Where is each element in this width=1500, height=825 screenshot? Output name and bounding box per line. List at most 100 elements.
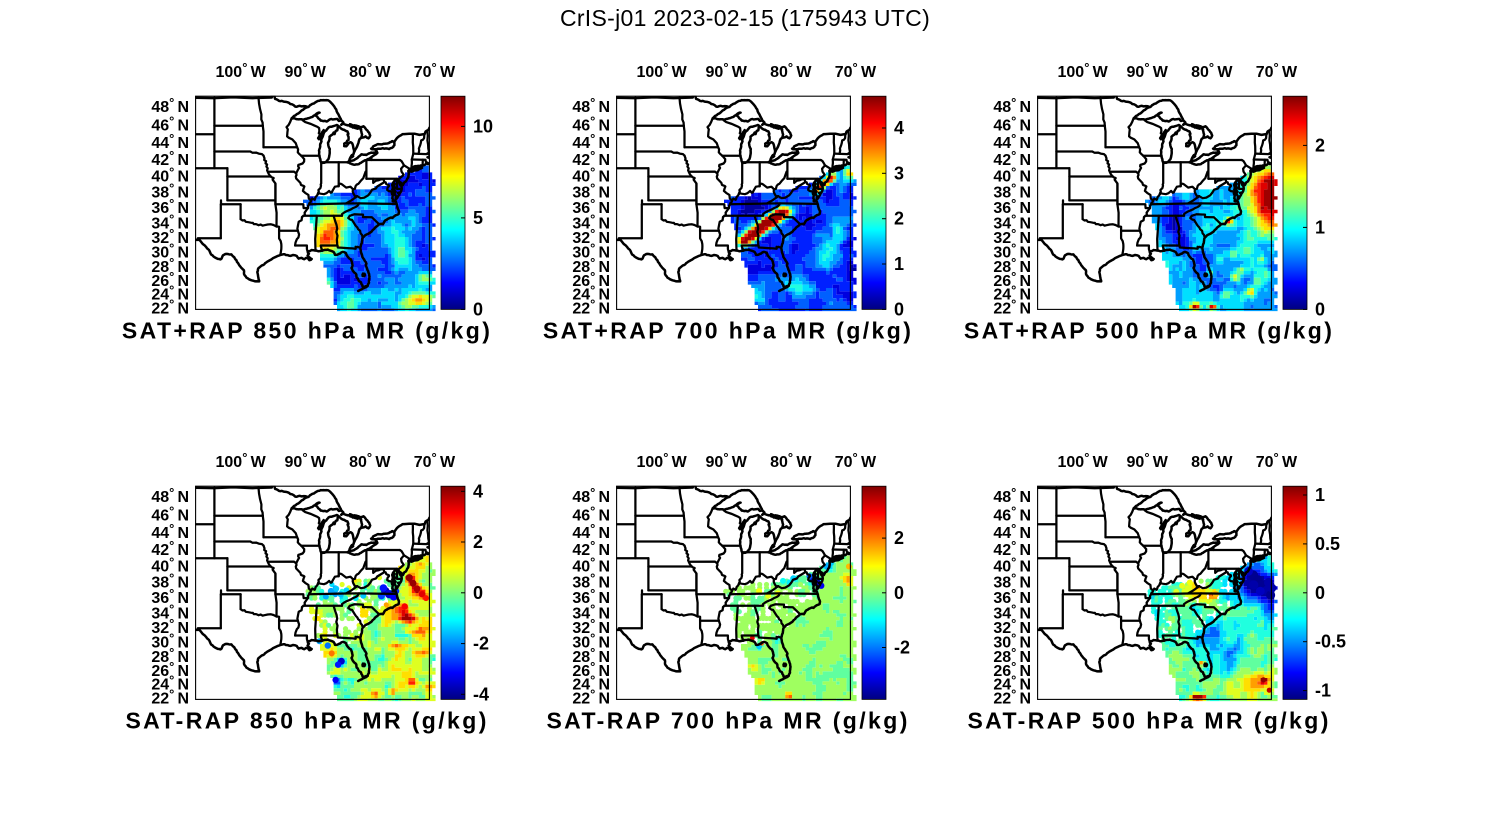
svg-text:30° N: 30° N <box>572 241 610 262</box>
svg-text:28° N: 28° N <box>993 255 1031 276</box>
svg-text:30° N: 30° N <box>993 241 1031 262</box>
svg-text:46° N: 46° N <box>572 503 610 524</box>
svg-text:22° N: 22° N <box>993 686 1031 707</box>
svg-text:44° N: 44° N <box>572 131 610 152</box>
svg-text:26° N: 26° N <box>993 659 1031 680</box>
svg-text:-4: -4 <box>473 684 489 704</box>
svg-text:44° N: 44° N <box>993 131 1031 152</box>
svg-text:0: 0 <box>1315 299 1325 319</box>
svg-text:SAT-RAP 500 hPa MR (g/kg): SAT-RAP 500 hPa MR (g/kg) <box>967 707 1330 733</box>
svg-text:100° W: 100° W <box>215 450 266 471</box>
svg-text:36° N: 36° N <box>572 196 610 217</box>
svg-text:0: 0 <box>1315 583 1325 603</box>
svg-text:42° N: 42° N <box>993 538 1031 559</box>
svg-text:48° N: 48° N <box>151 485 189 506</box>
svg-text:34° N: 34° N <box>993 601 1031 622</box>
svg-text:46° N: 46° N <box>151 503 189 524</box>
svg-text:40° N: 40° N <box>993 555 1031 576</box>
svg-text:28° N: 28° N <box>151 255 189 276</box>
svg-text:44° N: 44° N <box>572 521 610 542</box>
svg-text:48° N: 48° N <box>993 95 1031 116</box>
svg-text:38° N: 38° N <box>993 181 1031 202</box>
svg-text:32° N: 32° N <box>993 226 1031 247</box>
svg-text:70° W: 70° W <box>835 60 877 81</box>
svg-text:90° W: 90° W <box>1127 450 1169 471</box>
svg-text:70° W: 70° W <box>414 60 456 81</box>
svg-text:22° N: 22° N <box>993 296 1031 317</box>
svg-text:40° N: 40° N <box>993 165 1031 186</box>
svg-text:SAT+RAP 500 hPa MR (g/kg): SAT+RAP 500 hPa MR (g/kg) <box>964 317 1334 343</box>
svg-text:4: 4 <box>473 481 483 501</box>
svg-text:0: 0 <box>473 299 483 319</box>
svg-text:38° N: 38° N <box>572 571 610 592</box>
svg-text:48° N: 48° N <box>151 95 189 116</box>
svg-text:34° N: 34° N <box>151 601 189 622</box>
svg-text:24° N: 24° N <box>993 283 1031 304</box>
svg-text:46° N: 46° N <box>993 113 1031 134</box>
svg-text:48° N: 48° N <box>993 485 1031 506</box>
svg-text:38° N: 38° N <box>151 181 189 202</box>
svg-text:80° W: 80° W <box>770 450 812 471</box>
svg-text:-2: -2 <box>473 634 489 654</box>
svg-text:2: 2 <box>894 209 904 229</box>
svg-text:-2: -2 <box>894 637 910 657</box>
svg-text:2: 2 <box>1315 135 1325 155</box>
svg-text:28° N: 28° N <box>993 645 1031 666</box>
svg-text:46° N: 46° N <box>572 113 610 134</box>
svg-text:SAT-RAP 700 hPa MR (g/kg): SAT-RAP 700 hPa MR (g/kg) <box>546 707 909 733</box>
svg-text:24° N: 24° N <box>572 673 610 694</box>
svg-text:48° N: 48° N <box>572 485 610 506</box>
svg-text:22° N: 22° N <box>572 686 610 707</box>
svg-text:0.5: 0.5 <box>1315 534 1340 554</box>
svg-text:38° N: 38° N <box>151 571 189 592</box>
svg-text:48° N: 48° N <box>572 95 610 116</box>
svg-text:42° N: 42° N <box>993 148 1031 169</box>
svg-text:5: 5 <box>473 208 483 228</box>
svg-text:26° N: 26° N <box>151 659 189 680</box>
svg-text:22° N: 22° N <box>572 296 610 317</box>
svg-text:100° W: 100° W <box>636 450 687 471</box>
svg-text:SAT-RAP 850 hPa MR (g/kg): SAT-RAP 850 hPa MR (g/kg) <box>125 707 488 733</box>
svg-text:28° N: 28° N <box>151 645 189 666</box>
svg-text:46° N: 46° N <box>151 113 189 134</box>
svg-text:32° N: 32° N <box>572 616 610 637</box>
svg-text:10: 10 <box>473 116 493 136</box>
svg-text:40° N: 40° N <box>151 165 189 186</box>
svg-text:34° N: 34° N <box>151 211 189 232</box>
svg-text:24° N: 24° N <box>572 283 610 304</box>
svg-text:24° N: 24° N <box>151 283 189 304</box>
svg-text:70° W: 70° W <box>414 450 456 471</box>
svg-text:70° W: 70° W <box>1256 450 1298 471</box>
svg-text:90° W: 90° W <box>285 450 327 471</box>
svg-text:80° W: 80° W <box>770 60 812 81</box>
svg-text:26° N: 26° N <box>572 269 610 290</box>
svg-text:90° W: 90° W <box>706 450 748 471</box>
svg-text:26° N: 26° N <box>572 659 610 680</box>
svg-text:90° W: 90° W <box>1127 60 1169 81</box>
svg-text:0: 0 <box>894 299 904 319</box>
svg-text:26° N: 26° N <box>151 269 189 290</box>
svg-text:CrIS-j01 2023-02-15 (175943 UT: CrIS-j01 2023-02-15 (175943 UTC) <box>560 5 930 31</box>
svg-text:44° N: 44° N <box>993 521 1031 542</box>
svg-text:80° W: 80° W <box>349 450 391 471</box>
svg-text:42° N: 42° N <box>572 148 610 169</box>
svg-text:32° N: 32° N <box>151 616 189 637</box>
svg-text:80° W: 80° W <box>1191 450 1233 471</box>
svg-text:100° W: 100° W <box>636 60 687 81</box>
svg-text:28° N: 28° N <box>572 645 610 666</box>
svg-text:32° N: 32° N <box>572 226 610 247</box>
svg-text:36° N: 36° N <box>572 586 610 607</box>
svg-text:36° N: 36° N <box>151 196 189 217</box>
svg-text:4: 4 <box>894 118 904 138</box>
svg-text:30° N: 30° N <box>572 631 610 652</box>
svg-text:30° N: 30° N <box>993 631 1031 652</box>
svg-text:0: 0 <box>473 583 483 603</box>
svg-text:34° N: 34° N <box>993 211 1031 232</box>
svg-text:0: 0 <box>894 583 904 603</box>
svg-text:36° N: 36° N <box>993 196 1031 217</box>
svg-text:44° N: 44° N <box>151 131 189 152</box>
svg-text:1: 1 <box>1315 485 1325 505</box>
svg-text:100° W: 100° W <box>1057 60 1108 81</box>
svg-text:42° N: 42° N <box>151 148 189 169</box>
svg-text:22° N: 22° N <box>151 686 189 707</box>
